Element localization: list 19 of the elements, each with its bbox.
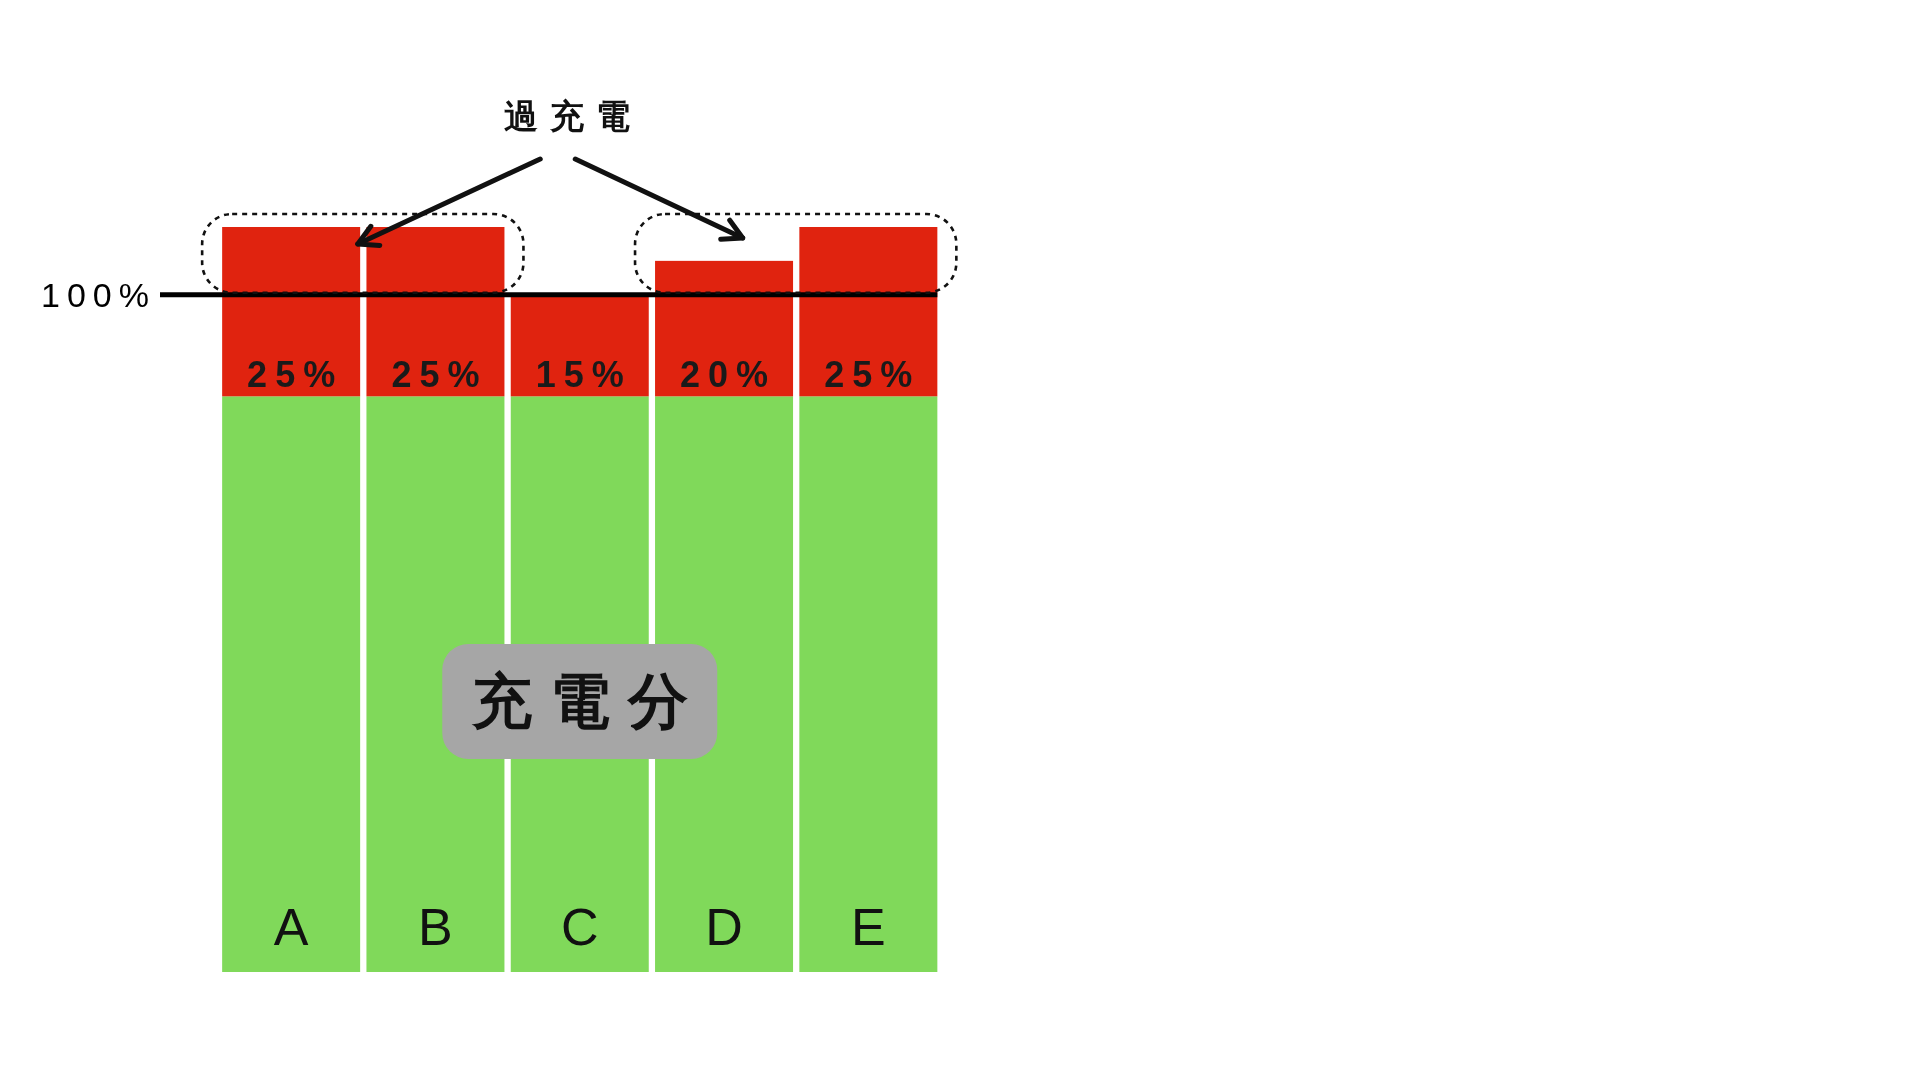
x-tick-label: B: [418, 898, 453, 956]
data-label: 25%: [824, 354, 921, 396]
bar: [222, 227, 361, 397]
bar: [222, 396, 361, 972]
x-tick-label: A: [273, 898, 309, 956]
x-tick-label: E: [851, 898, 886, 956]
bar: [799, 227, 938, 397]
data-label: 15%: [535, 354, 632, 396]
bar: [655, 260, 794, 397]
text: 過充電: [504, 97, 643, 135]
x-tick-label: D: [705, 898, 743, 956]
data-label: 25%: [391, 354, 488, 396]
data-label: 25%: [247, 354, 344, 396]
series-label: 充電分: [470, 668, 706, 736]
bar: [510, 294, 649, 397]
data-label: 20%: [680, 354, 777, 396]
x-tick-label: C: [560, 898, 599, 956]
ref-line-label: 100%: [41, 275, 156, 314]
bar: [799, 396, 938, 972]
